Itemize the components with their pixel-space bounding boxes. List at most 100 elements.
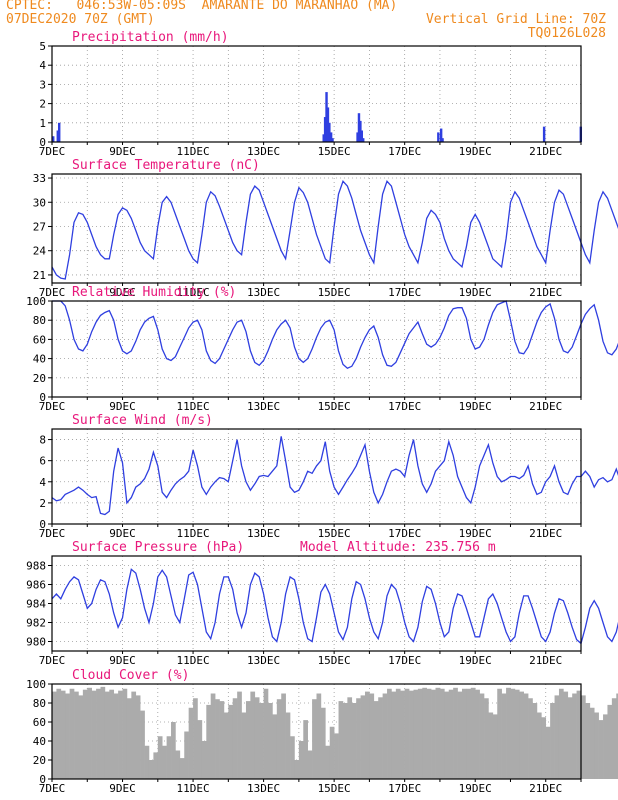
- cloud-cover-bar: [96, 688, 101, 779]
- cloud-cover-bar: [113, 693, 119, 779]
- humidity-xtick-label: 7DEC: [39, 400, 66, 413]
- pressure-xtick-label: 19DEC: [459, 654, 492, 667]
- pressure-ytick-label: 984: [26, 598, 46, 611]
- wind-ytick-label: 2: [39, 497, 46, 510]
- temperature-ytick-label: 33: [33, 172, 46, 185]
- cloud-cover-bar: [550, 703, 555, 779]
- precipitation-bar: [329, 132, 333, 142]
- cloud-cover-bar: [598, 720, 604, 779]
- humidity-xtick-label: 15DEC: [318, 400, 351, 413]
- pressure-title: Surface Pressure (hPa): [72, 540, 244, 555]
- temperature-xtick-label: 21DEC: [529, 286, 562, 299]
- pressure-ytick-label: 986: [26, 579, 46, 592]
- cloud-cover-bar: [197, 720, 203, 779]
- cloud-cover-bar: [298, 741, 304, 779]
- cloud-cover-bar: [206, 704, 211, 779]
- cloud-cover-bar: [131, 691, 137, 779]
- cloud-cover-bar: [210, 693, 216, 779]
- cloud-cover-bar: [475, 689, 480, 779]
- cloud-cover-xtick-label: 21DEC: [529, 782, 562, 795]
- cloud-cover-bar: [193, 698, 198, 779]
- wind-ytick-label: 0: [39, 518, 46, 531]
- cloud-cover-bar: [545, 726, 551, 779]
- model-id-label: TQ0126L028: [527, 26, 606, 41]
- cloud-cover-xtick-label: 17DEC: [388, 782, 421, 795]
- wind-xtick-label: 9DEC: [109, 527, 136, 540]
- cloud-cover-bar: [175, 750, 181, 779]
- precipitation-xtick-label: 7DEC: [39, 145, 66, 158]
- cloud-cover-bar: [417, 688, 423, 779]
- humidity-ytick-label: 80: [33, 314, 46, 327]
- humidity-xtick-label: 21DEC: [529, 400, 562, 413]
- humidity-xtick-label: 11DEC: [177, 400, 210, 413]
- wind-frame: [51, 428, 582, 525]
- wind-ytick-label: 4: [39, 476, 46, 489]
- pressure-xtick-label: 11DEC: [177, 654, 210, 667]
- cloud-cover-bar: [378, 697, 383, 779]
- humidity-title: Relative Humidity (%): [72, 285, 236, 300]
- cloud-cover-bar: [153, 752, 159, 779]
- cloud-cover-bar: [272, 714, 278, 779]
- cloud-cover-bar: [171, 722, 176, 779]
- station-header: CPTEC: 046:53W-05:09S AMARANTE DO MARANH…: [6, 0, 398, 13]
- cloud-cover-bar: [426, 688, 432, 779]
- cloud-cover-bar: [56, 688, 62, 779]
- cloud-cover-bar: [439, 688, 445, 779]
- temperature-ytick-label: 30: [33, 196, 46, 209]
- cloud-cover-ytick-label: 80: [33, 697, 46, 710]
- cloud-cover-bar: [65, 693, 70, 779]
- pressure-xtick-label: 9DEC: [109, 654, 136, 667]
- humidity-ytick-label: 40: [33, 353, 46, 366]
- cloud-cover-bar: [576, 690, 582, 779]
- cloud-cover-bar: [607, 704, 613, 779]
- cloud-cover-bar: [241, 712, 247, 779]
- cloud-cover-bar: [166, 736, 172, 779]
- precipitation-xtick-label: 15DEC: [318, 145, 351, 158]
- cloud-cover-bar: [581, 695, 586, 779]
- cloud-cover-bar: [541, 717, 547, 779]
- pressure-ytick-label: 982: [26, 617, 46, 630]
- precipitation-bar: [437, 132, 440, 142]
- precipitation-bar: [542, 126, 546, 142]
- cloud-cover-bar: [444, 691, 450, 779]
- cloud-cover-bar: [82, 689, 88, 779]
- cloud-cover-bar: [100, 686, 106, 779]
- cloud-cover-bar: [501, 693, 507, 779]
- cloud-cover-bar: [404, 688, 410, 779]
- cloud-cover-bar: [519, 691, 524, 779]
- wind-ytick-label: 8: [39, 434, 46, 447]
- cloud-cover-bar: [373, 701, 379, 779]
- cloud-cover-bar: [466, 688, 472, 779]
- pressure-series-line: [51, 568, 618, 645]
- cloud-cover-bar: [479, 693, 485, 779]
- wind-ytick-label: 6: [39, 455, 46, 468]
- cloud-cover-bar: [585, 703, 591, 779]
- pressure-xtick-label: 21DEC: [529, 654, 562, 667]
- humidity-xtick-label: 9DEC: [109, 400, 136, 413]
- cloud-cover-bar: [497, 688, 502, 779]
- humidity-xtick-label: 17DEC: [388, 400, 421, 413]
- cloud-cover-bar: [148, 760, 154, 779]
- cloud-cover-bar: [201, 741, 207, 779]
- run-date-label: 07DEC2020 70Z (GMT): [6, 12, 155, 27]
- precipitation-bar: [325, 92, 328, 142]
- precipitation-bar: [331, 138, 334, 142]
- precipitation-ytick-label: 2: [39, 98, 46, 111]
- cloud-cover-bar: [290, 736, 295, 779]
- temperature-series-line: [51, 180, 618, 280]
- temperature-xtick-label: 9DEC: [109, 286, 136, 299]
- cloud-cover-bar: [109, 689, 115, 779]
- cloud-cover-bar: [453, 687, 458, 779]
- cloud-cover-bar: [52, 691, 57, 779]
- cloud-cover-bar: [342, 703, 348, 779]
- temperature-xtick-label: 19DEC: [459, 286, 492, 299]
- precipitation-bar: [361, 138, 365, 142]
- cloud-cover-bar: [294, 760, 300, 779]
- temperature-ytick-label: 27: [33, 220, 46, 233]
- precipitation-frame: [51, 45, 582, 143]
- cloud-cover-bar: [603, 714, 608, 779]
- cloud-cover-bar: [572, 693, 577, 779]
- cloud-cover-ytick-label: 40: [33, 735, 46, 748]
- vertical-grid-label: Vertical Grid Line: 70Z: [425, 12, 606, 27]
- cloud-cover-bar: [285, 712, 291, 779]
